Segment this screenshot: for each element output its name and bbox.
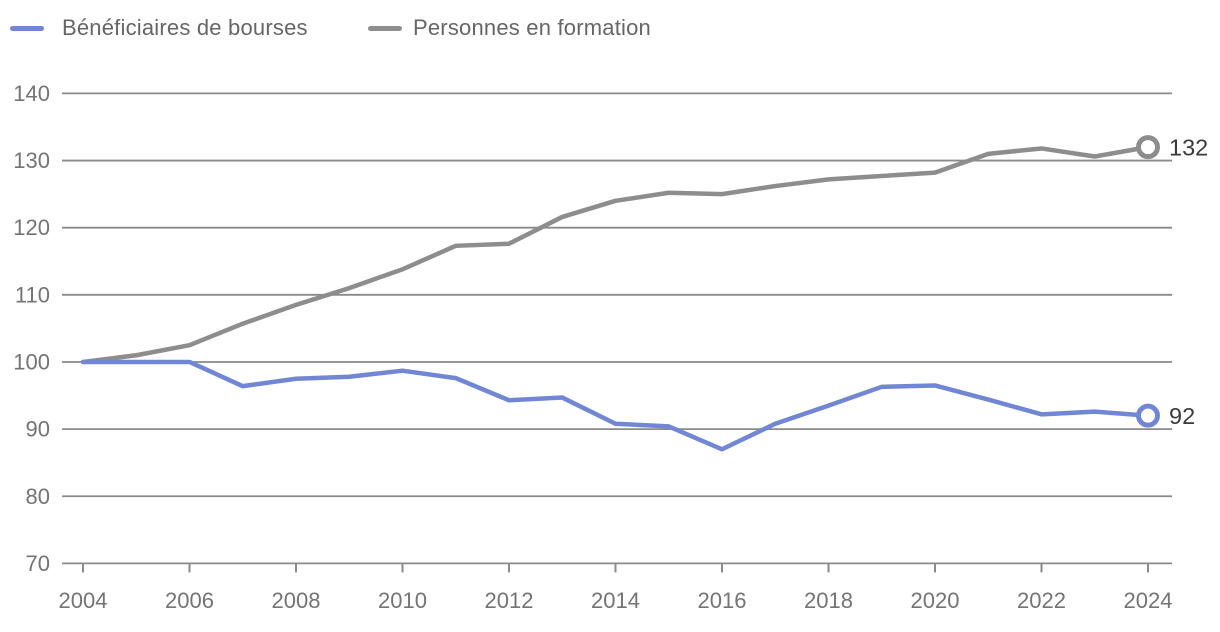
y-axis-label-120: 120	[13, 215, 50, 240]
chart-legend: Bénéficiaires de bourses Personnes en fo…	[0, 0, 1220, 46]
legend-dash-gray-icon	[368, 25, 402, 31]
x-axis-label-2014: 2014	[591, 588, 640, 613]
legend-item-beneficiaires: Bénéficiaires de bourses	[10, 15, 308, 40]
series-line-personnes	[80, 144, 1151, 365]
x-axis-label-2008: 2008	[272, 588, 321, 613]
y-axis-label-70: 70	[26, 551, 50, 576]
y-axis-label-90: 90	[26, 417, 50, 442]
y-axis-label-100: 100	[13, 349, 50, 374]
y-axis-label-80: 80	[26, 484, 50, 509]
x-axis-label-2006: 2006	[165, 588, 214, 613]
x-axis-label-2022: 2022	[1017, 588, 1066, 613]
x-axis-label-2016: 2016	[698, 588, 747, 613]
x-axis-label-2018: 2018	[804, 588, 853, 613]
x-axis-label-2024: 2024	[1124, 588, 1173, 613]
y-axis-label-110: 110	[15, 282, 50, 307]
series-line-beneficiaires	[80, 359, 1151, 452]
x-axis-label-2020: 2020	[911, 588, 960, 613]
x-axis-label-2012: 2012	[485, 588, 534, 613]
end-marker-personnes	[1136, 135, 1160, 160]
legend-label-beneficiaires: Bénéficiaires de bourses	[62, 15, 308, 40]
end-value-label-personnes: 132	[1169, 135, 1208, 161]
x-axis-label-2004: 2004	[59, 588, 108, 613]
end-marker-beneficiaires	[1136, 403, 1160, 428]
x-axis-label-2010: 2010	[378, 588, 427, 613]
y-axis-label-140: 140	[13, 81, 50, 106]
legend-item-personnes: Personnes en formation	[368, 15, 651, 40]
legend-dash-blue-icon	[10, 25, 44, 31]
end-value-label-beneficiaires: 92	[1169, 403, 1195, 429]
y-axis-label-130: 130	[13, 148, 50, 173]
legend-label-personnes: Personnes en formation	[413, 15, 651, 40]
